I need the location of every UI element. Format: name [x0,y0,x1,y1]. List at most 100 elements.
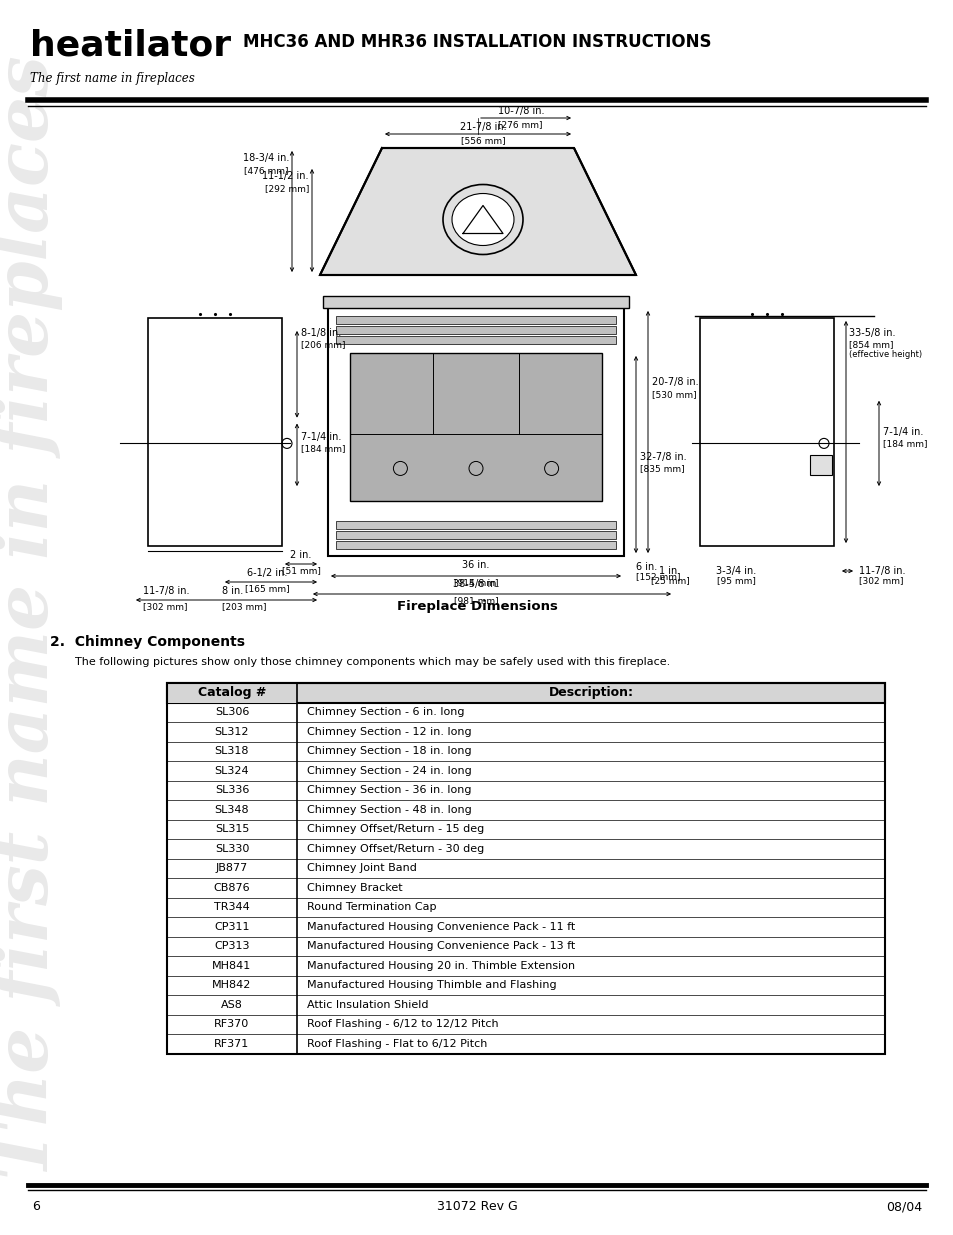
Bar [809,456,831,475]
Text: SL330: SL330 [214,844,249,853]
Text: CP311: CP311 [214,921,250,931]
Text: [51 mm]: [51 mm] [281,566,320,576]
Bar [167,995,884,1014]
Text: [914 mm]: [914 mm] [454,578,497,587]
Polygon shape [319,148,636,275]
Text: SL306: SL306 [214,708,249,718]
Text: Chimney Joint Band: Chimney Joint Band [307,863,416,873]
Bar [167,936,884,956]
Bar [167,878,884,898]
Bar [167,683,884,703]
Bar [700,317,833,546]
Text: Chimney Section - 6 in. long: Chimney Section - 6 in. long [307,708,464,718]
Text: CB876: CB876 [213,883,250,893]
Bar [167,683,296,703]
Text: Chimney Section - 24 in. long: Chimney Section - 24 in. long [307,766,471,776]
Bar [335,316,616,324]
Text: 36 in.: 36 in. [462,559,489,571]
Text: Attic Insulation Shield: Attic Insulation Shield [307,1000,428,1010]
Text: [206 mm]: [206 mm] [301,340,345,350]
Text: Chimney Section - 12 in. long: Chimney Section - 12 in. long [307,726,471,737]
Bar [335,336,616,345]
Text: 10-7/8 in.: 10-7/8 in. [497,106,544,116]
Text: [302 mm]: [302 mm] [858,576,902,585]
Text: Roof Flashing - Flat to 6/12 Pitch: Roof Flashing - Flat to 6/12 Pitch [307,1039,487,1049]
Text: SL336: SL336 [214,785,249,795]
Text: [981 mm]: [981 mm] [454,597,497,605]
Bar [335,531,616,538]
Text: Description:: Description: [548,687,633,699]
Text: The first name in fireplaces: The first name in fireplaces [0,56,64,1179]
Bar [335,521,616,529]
Text: 32-7/8 in.: 32-7/8 in. [639,452,686,462]
Text: Chimney Offset/Return - 30 deg: Chimney Offset/Return - 30 deg [307,844,484,853]
Text: 3-3/4 in.: 3-3/4 in. [715,566,756,576]
Text: [835 mm]: [835 mm] [639,464,684,473]
Text: Round Termination Cap: Round Termination Cap [307,903,436,913]
Text: 31072 Rev G: 31072 Rev G [436,1200,517,1213]
Bar [167,741,884,761]
Bar [167,898,884,918]
Bar [328,308,623,556]
Text: AS8: AS8 [221,1000,243,1010]
Text: [530 mm]: [530 mm] [651,390,696,399]
Bar [350,353,601,501]
Text: Manufactured Housing Convenience Pack - 11 ft: Manufactured Housing Convenience Pack - … [307,921,575,931]
Text: Roof Flashing - 6/12 to 12/12 Pitch: Roof Flashing - 6/12 to 12/12 Pitch [307,1019,498,1029]
Text: [556 mm]: [556 mm] [460,136,505,144]
Text: 6-1/2 in.: 6-1/2 in. [247,568,287,578]
Text: SL318: SL318 [214,746,249,756]
Text: SL348: SL348 [214,805,249,815]
Text: [476 mm]: [476 mm] [244,165,289,175]
Text: 1 in.: 1 in. [659,566,679,576]
Text: [203 mm]: [203 mm] [221,601,266,611]
Bar [335,326,616,333]
Bar [167,839,884,858]
Bar [167,683,884,1053]
Text: [276 mm]: [276 mm] [497,120,542,128]
Bar [323,296,628,308]
Text: Chimney Section - 36 in. long: Chimney Section - 36 in. long [307,785,471,795]
Text: 7-1/4 in.: 7-1/4 in. [882,427,923,437]
Text: MHC36 AND MHR36 INSTALLATION INSTRUCTIONS: MHC36 AND MHR36 INSTALLATION INSTRUCTION… [242,33,711,51]
Text: [95 mm]: [95 mm] [716,576,755,585]
Text: 21-7/8 in.: 21-7/8 in. [459,122,506,132]
Text: Chimney Offset/Return - 15 deg: Chimney Offset/Return - 15 deg [307,824,484,835]
Bar [167,722,884,741]
Text: SL324: SL324 [214,766,249,776]
Text: Manufactured Housing Thimble and Flashing: Manufactured Housing Thimble and Flashin… [307,981,556,990]
Bar [167,956,884,976]
Text: SL312: SL312 [214,726,249,737]
Text: CP313: CP313 [214,941,250,951]
Text: RF370: RF370 [214,1019,250,1029]
Text: The following pictures show only those chimney components which may be safely us: The following pictures show only those c… [75,657,670,667]
Text: (effective height): (effective height) [848,350,922,359]
Text: SL315: SL315 [214,824,249,835]
Text: 6 in.: 6 in. [636,562,657,572]
Text: [165 mm]: [165 mm] [244,584,289,593]
Text: Fireplace Dimensions: Fireplace Dimensions [396,600,557,613]
Text: [854 mm]: [854 mm] [848,340,893,350]
Text: JB877: JB877 [215,863,248,873]
Text: Manufactured Housing Convenience Pack - 13 ft: Manufactured Housing Convenience Pack - … [307,941,575,951]
Text: MH841: MH841 [213,961,252,971]
Bar [335,541,616,550]
Bar [167,858,884,878]
Bar [167,1014,884,1034]
Text: RF371: RF371 [214,1039,250,1049]
Text: [302 mm]: [302 mm] [143,601,188,611]
Text: 2.  Chimney Components: 2. Chimney Components [50,635,245,650]
Text: [184 mm]: [184 mm] [301,445,345,453]
Text: Chimney Section - 48 in. long: Chimney Section - 48 in. long [307,805,471,815]
Bar [167,1034,884,1053]
Text: 11-7/8 in.: 11-7/8 in. [143,585,190,597]
Text: [292 mm]: [292 mm] [264,184,309,193]
Text: 7-1/4 in.: 7-1/4 in. [301,432,341,442]
Bar [148,317,282,546]
Text: 8 in.: 8 in. [221,585,243,597]
Text: 18-3/4 in.: 18-3/4 in. [242,153,289,163]
Bar [167,761,884,781]
Bar [167,820,884,839]
Text: [152 mm]: [152 mm] [636,572,679,580]
Text: 08/04: 08/04 [885,1200,921,1213]
